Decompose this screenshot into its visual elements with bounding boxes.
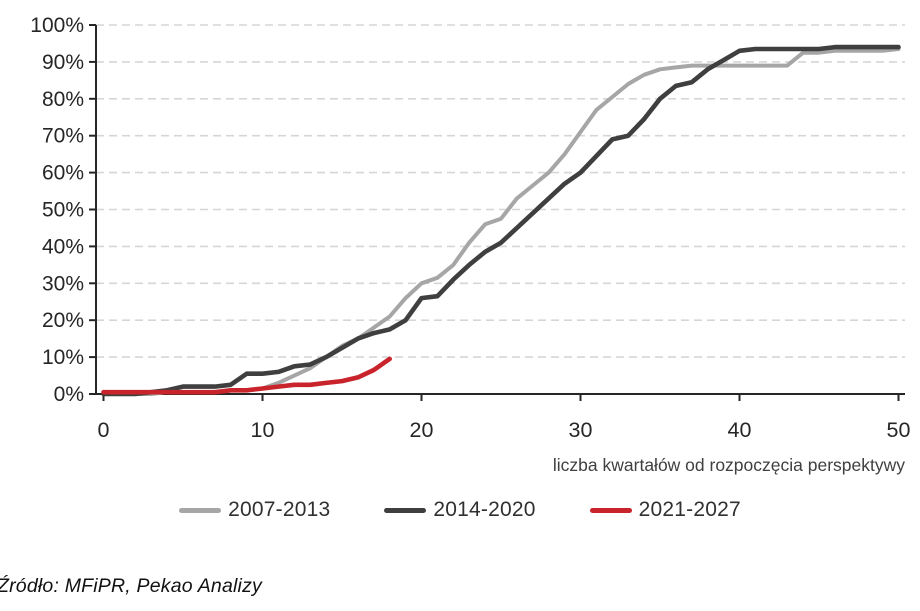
legend-label-2014-2020: 2014-2020	[433, 498, 536, 521]
series-line-2021-2027	[101, 356, 393, 395]
y-axis-tick-labels: 0% 10% 20% 30% 40% 50% 60% 70% 80% 90% 100%	[30, 14, 84, 406]
source-note: Źródło: MFiPR, Pekao Analizy	[0, 575, 262, 597]
x-tick-label-40: 40	[728, 418, 752, 442]
y-tick-label-60%: 60%	[42, 162, 84, 185]
x-tick-label-20: 20	[410, 418, 434, 442]
x-tick-label-10: 10	[251, 418, 275, 442]
y-tick-label-0%: 0%	[54, 383, 84, 406]
series-line-2007-2013	[101, 47, 901, 396]
series-line-2014-2020	[101, 44, 901, 397]
gridlines	[96, 24, 905, 358]
x-tick-label-0: 0	[98, 418, 110, 442]
x-tick-label-30: 30	[569, 418, 593, 442]
axes	[89, 24, 905, 401]
y-tick-label-90%: 90%	[42, 51, 84, 74]
cumulative-absorption-chart: 0% 10% 20% 30% 40% 50% 60% 70% 80% 90% 100% 0 10 20 3…	[0, 14, 920, 597]
x-axis-title: liczba kwartałów od rozpoczęcia perspekt…	[553, 455, 905, 475]
y-tick-label-80%: 80%	[42, 88, 84, 111]
y-tick-label-100%: 100%	[30, 14, 84, 37]
legend-item-2014-2020: 2014-2020	[384, 498, 535, 522]
legend-item-2021-2027: 2021-2027	[589, 498, 741, 522]
chart-legend: 2007-2013 2014-2020 2021-2027	[0, 495, 920, 525]
y-tick-label-70%: 70%	[42, 125, 84, 148]
y-tick-label-40%: 40%	[42, 235, 84, 258]
x-tick-label-50: 50	[887, 418, 911, 442]
y-tick-label-50%: 50%	[42, 199, 84, 222]
legend-swatch-2021-2027	[589, 507, 632, 513]
legend-swatch-2007-2013	[179, 507, 222, 513]
chart-plot-area: 0% 10% 20% 30% 40% 50% 60% 70% 80% 90% 100% 0 10 20 3…	[30, 14, 911, 475]
legend-swatch-2014-2020	[384, 507, 427, 513]
y-tick-label-20%: 20%	[42, 309, 84, 332]
legend-label-2021-2027: 2021-2027	[638, 498, 741, 521]
legend-item-2007-2013: 2007-2013	[179, 498, 330, 522]
x-axis-tick-labels: 0 10 20 30 40 50	[98, 418, 911, 442]
series-lines	[101, 44, 901, 397]
y-tick-label-30%: 30%	[42, 272, 84, 295]
y-tick-label-10%: 10%	[42, 346, 84, 369]
legend-label-2007-2013: 2007-2013	[228, 498, 331, 521]
